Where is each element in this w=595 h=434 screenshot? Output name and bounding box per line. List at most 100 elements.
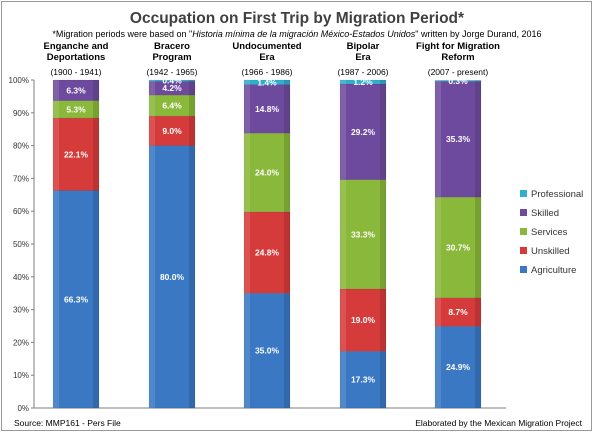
- bar-highlight: [340, 351, 346, 408]
- bar-highlight: [244, 211, 250, 294]
- bar-segment-agriculture: [243, 292, 291, 409]
- bar-shade: [189, 145, 195, 408]
- bar-shade: [475, 80, 481, 82]
- data-label: 24.9%: [446, 362, 471, 372]
- bar-shade: [380, 288, 386, 352]
- period-years: (1987 - 2006): [337, 67, 388, 77]
- y-tick-label: 20%: [13, 338, 29, 347]
- legend-label-services: Services: [531, 227, 568, 238]
- bar-highlight: [53, 118, 59, 191]
- source-note: Source: MMP161 - Pers File: [14, 418, 121, 428]
- legend-swatch-unskilled: [520, 247, 527, 254]
- period-name-line: Era: [259, 52, 275, 63]
- y-tick-label: 30%: [13, 306, 29, 315]
- bar-segment-professional: [434, 80, 482, 82]
- bar-highlight: [149, 145, 155, 408]
- bar-stack: 80.0% 9.0% 6.4% 4.2%0.4%: [148, 76, 196, 409]
- credit-note: Elaborated by the Mexican Migration Proj…: [415, 418, 582, 428]
- bar-shade: [189, 80, 195, 82]
- y-tick-label: 0%: [17, 404, 29, 413]
- legend-swatch-skilled: [520, 209, 527, 216]
- data-label: 17.3%: [351, 375, 376, 385]
- bar-shade: [189, 81, 195, 96]
- data-label: 8.7%: [448, 307, 468, 317]
- bar-shade: [284, 80, 290, 85]
- period-name-line: Era: [355, 52, 371, 63]
- bar-shade: [380, 83, 386, 180]
- data-label: 24.8%: [255, 248, 280, 258]
- bar-highlight: [244, 80, 250, 85]
- data-label: 66.3%: [64, 294, 89, 304]
- legend: Professional Skilled Services Unskilled Agri…: [520, 189, 583, 276]
- y-tick-label: 70%: [13, 174, 29, 183]
- bar-stack: 17.3% 19.0% 33.3% 29.2% 1.2%: [339, 77, 387, 409]
- bar-segment-services: [243, 132, 291, 213]
- bar-segment-services: [434, 196, 482, 299]
- bar-segment-services: [339, 179, 387, 290]
- data-label: 1.2%: [353, 77, 373, 87]
- y-tick-label: 100%: [9, 76, 29, 85]
- subtitle-part-2: Historia mínima de la migración México-E…: [192, 29, 416, 39]
- bar-segment-unskilled: [148, 115, 196, 146]
- bar-highlight: [340, 80, 346, 84]
- bar-highlight: [149, 80, 155, 82]
- bar-segment-professional: [339, 79, 387, 85]
- bar-shade: [380, 80, 386, 84]
- data-label: 9.0%: [162, 126, 182, 136]
- period-name-line: Deportations: [47, 52, 106, 63]
- bar-highlight: [244, 84, 250, 134]
- period-name-line: Bipolar: [347, 41, 380, 52]
- bar-segment-agriculture: [52, 190, 100, 409]
- bar-highlight: [149, 81, 155, 96]
- bar-highlight: [340, 83, 346, 180]
- bar-shade: [93, 190, 99, 408]
- bar-segment-skilled: [339, 83, 387, 180]
- y-tick-label: 60%: [13, 207, 29, 216]
- bar-shade: [284, 133, 290, 212]
- bar-shade: [189, 95, 195, 117]
- data-label: 22.1%: [64, 149, 89, 159]
- bar-highlight: [53, 100, 59, 119]
- bar-highlight: [435, 297, 441, 327]
- bar-segment-agriculture: [339, 351, 387, 409]
- bar-highlight: [149, 116, 155, 146]
- chart-title: Occupation on First Trip by Migration Pe…: [130, 10, 465, 27]
- data-label: 29.2%: [351, 127, 376, 137]
- bar-stack: 35.0% 24.8% 24.0% 14.8% 1.4%: [243, 77, 291, 409]
- period-years: (1900 - 1941): [50, 67, 101, 77]
- bar-segment-professional: [148, 79, 196, 82]
- bar-segment-skilled: [52, 79, 100, 101]
- bar-shade: [93, 100, 99, 119]
- bar-stack: 66.3% 22.1% 5.3% 6.3%: [52, 79, 100, 409]
- bar-shade: [284, 84, 290, 134]
- y-tick-label: 90%: [13, 109, 29, 118]
- bar-shade: [284, 293, 290, 408]
- period-years: (2007 - present): [428, 67, 489, 77]
- period-name-line: Fight for Migration: [416, 41, 500, 52]
- bar-segment-unskilled: [243, 211, 291, 294]
- period-years: (1966 - 1986): [241, 67, 292, 77]
- bar-highlight: [244, 133, 250, 212]
- legend-label-skilled: Skilled: [531, 208, 559, 219]
- legend-swatch-services: [520, 228, 527, 235]
- bars: 66.3% 22.1% 5.3% 6.3% 80.0% 9.0% 6.4% 4.2%0.4% 3…: [52, 76, 482, 409]
- data-label: 5.3%: [66, 104, 86, 114]
- subtitle-part-1: *Migration periods were based on ": [52, 29, 192, 39]
- bar-highlight: [244, 293, 250, 408]
- data-label: 14.8%: [255, 104, 280, 114]
- bar-shade: [475, 326, 481, 408]
- bar-highlight: [53, 80, 59, 101]
- period-name-line: Program: [152, 52, 191, 63]
- data-label: 1.4%: [257, 77, 277, 87]
- bar-highlight: [340, 179, 346, 289]
- bar-highlight: [53, 190, 59, 408]
- data-label: 80.0%: [160, 272, 185, 282]
- data-label: 35.0%: [255, 346, 280, 356]
- legend-label-agriculture: Agriculture: [531, 265, 576, 276]
- data-label: 19.0%: [351, 315, 376, 325]
- legend-label-unskilled: Unskilled: [531, 246, 570, 257]
- bar-segment-unskilled: [339, 288, 387, 352]
- period-years: (1942 - 1965): [146, 67, 197, 77]
- bar-highlight: [435, 80, 441, 82]
